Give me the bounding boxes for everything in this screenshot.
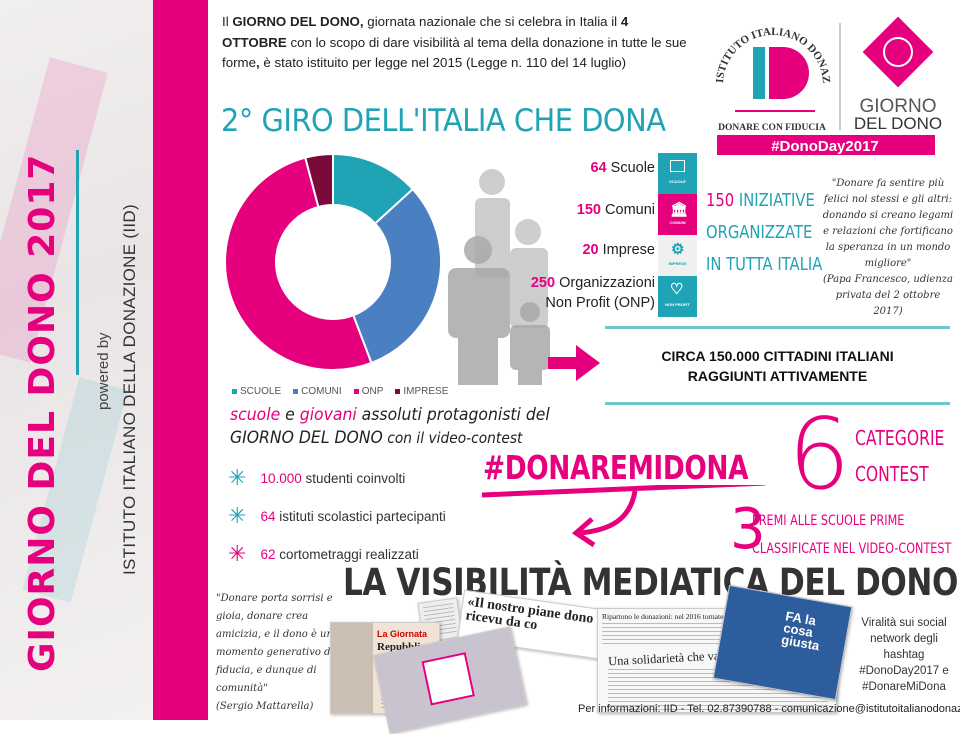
svg-text:ISTITUTO ITALIANO DONAZIONE: ISTITUTO ITALIANO DONAZIONE — [705, 5, 832, 84]
svg-text:GIORNO: GIORNO — [859, 96, 936, 117]
legend-item: COMUNI — [293, 386, 342, 397]
photo — [421, 652, 475, 706]
legend-label: COMUNI — [301, 386, 342, 397]
svg-text:#DonoDay2017: #DonoDay2017 — [771, 138, 879, 155]
pink-stripe — [153, 0, 208, 720]
donut-slice-onp — [224, 156, 373, 371]
curved-arrow-icon — [481, 485, 766, 548]
book-icon — [670, 160, 685, 172]
photo — [331, 623, 373, 713]
legend-swatch — [353, 388, 359, 394]
gears-icon: ⚙ — [671, 241, 685, 258]
hashtag-title: #DONAREMIDONA — [483, 448, 749, 487]
stat-onp: 250 Organizzazioni Non Profit (ONP) — [530, 275, 655, 311]
footer-contact: Per informazioni: IID - Tel. 02.87390788… — [578, 703, 960, 715]
prizes-number: 3 — [730, 497, 766, 562]
media-title: LA VISIBILITÀ MEDIATICA DEL DONO — [343, 561, 959, 604]
tile-comuni: 🏛 COMUNI — [658, 194, 697, 235]
legend-item: ONP — [353, 386, 384, 397]
contest-subtitle: scuole e giovani assoluti protagonisti d… — [230, 405, 550, 448]
prizes-label: PREMI ALLE SCUOLE PRIME CLASSIFICATE NEL … — [752, 513, 952, 557]
arrow-right-icon — [548, 345, 600, 381]
tile-scuole: SCUOLE — [658, 153, 697, 194]
building-icon: 🏛 — [670, 201, 688, 217]
bullet-item: ✳ 64 istituti scolastici partecipanti — [228, 503, 446, 528]
categories-label: CATEGORIE CONTEST — [855, 426, 945, 486]
legend-swatch — [395, 388, 401, 394]
tile-non-profit: ♡ NON PROFIT — [658, 276, 697, 317]
divider — [76, 150, 79, 375]
powered-by: powered by — [95, 332, 112, 410]
svg-text:DONARE CON FIDUCIA: DONARE CON FIDUCIA — [718, 123, 826, 133]
reach-text: CIRCA 150.000 CITTADINI ITALIANI RAGGIUNT… — [661, 348, 894, 384]
stat-imprese: 20 Imprese — [582, 242, 655, 258]
legend-label: IMPRESE — [403, 386, 449, 397]
legend-swatch — [293, 388, 299, 394]
initiatives-text: 150 INIZIATIVE ORGANIZZATE IN TUTTA ITALIA — [706, 190, 823, 275]
logo: ISTITUTO ITALIANO DONAZIONE DONARE CON F… — [701, 0, 955, 155]
stat-scuole: 64 Scuole — [590, 160, 655, 176]
mattarella-quote: "Donare porta sorrisi e gioia, donare cr… — [216, 593, 334, 712]
bullet-item: ✳ 62 cortometraggi realizzati — [228, 541, 419, 566]
svg-text:DEL DONO: DEL DONO — [854, 114, 942, 133]
bullet-item: ✳ 10.000 studenti coinvolti — [228, 465, 406, 490]
legend-swatch — [232, 388, 237, 394]
pope-quote: "Donare fa sentire più felici noi stessi… — [822, 178, 954, 317]
legend-item: IMPRESE — [395, 386, 448, 397]
heart-icon: ♡ — [670, 281, 684, 298]
chart-legend: SCUOLE COMUNI ONP IMPRESE — [232, 386, 448, 397]
legend-item: SCUOLE — [232, 386, 281, 397]
categories-number: 6 — [788, 398, 851, 512]
stat-comuni: 150 Comuni — [576, 202, 655, 218]
donut-chart — [224, 152, 442, 371]
legend-label: ONP — [361, 386, 384, 397]
asterisk-icon: ✳ — [228, 503, 247, 528]
institute-name: ISTITUTO ITALIANO DELLA DONAZIONE (IID) — [120, 204, 139, 575]
sidebar-panel: GIORNO DEL DONO 2017 powered by ISTITUTO… — [0, 0, 153, 720]
asterisk-icon: ✳ — [228, 465, 247, 490]
divider — [605, 402, 950, 405]
donut-slice-comuni — [351, 187, 442, 365]
donut-slice-imprese — [304, 152, 334, 209]
tile-imprese: ⚙ IMPRESE — [658, 235, 697, 276]
asterisk-icon: ✳ — [228, 541, 247, 566]
legend-label: SCUOLE — [240, 386, 282, 397]
social-virality: Viralità sui social network degli hashta… — [859, 617, 949, 693]
sidebar-title: GIORNO DEL DONO 2017 — [22, 153, 63, 672]
section-title: 2° GIRO DELL'ITALIA CHE DONA — [221, 103, 666, 139]
intro-text: Il GIORNO DEL DONO, giornata nazionale c… — [222, 14, 687, 70]
divider — [605, 326, 950, 329]
people-icon — [448, 169, 550, 385]
